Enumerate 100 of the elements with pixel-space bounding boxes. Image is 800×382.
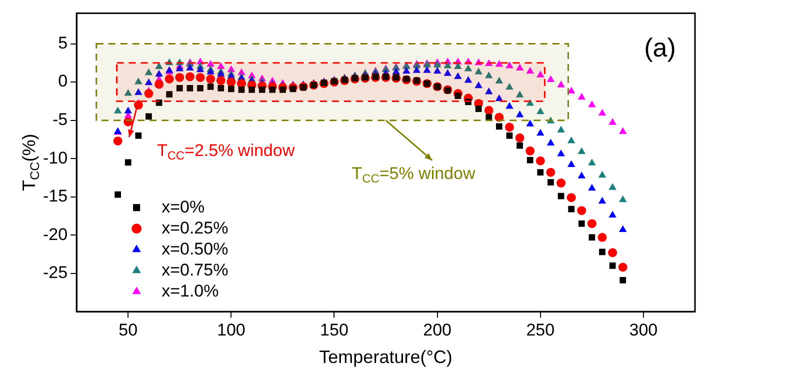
y-tick-label: -20	[42, 224, 68, 244]
point	[608, 210, 616, 218]
point	[114, 106, 122, 114]
point	[506, 82, 514, 90]
point	[608, 183, 616, 190]
x-tick-label: 250	[526, 320, 555, 340]
point	[474, 81, 482, 88]
y-tick-label: -15	[42, 186, 68, 206]
point	[444, 69, 452, 76]
point	[557, 149, 565, 156]
point	[144, 78, 153, 86]
point	[536, 128, 544, 136]
point	[144, 68, 153, 76]
point	[618, 225, 627, 232]
point	[609, 262, 616, 269]
point	[598, 196, 606, 204]
y-tick-label: -25	[42, 263, 68, 282]
legend-label: x=0.75%	[162, 260, 228, 280]
point	[588, 100, 596, 108]
point	[258, 86, 266, 93]
point	[113, 136, 122, 146]
point	[516, 90, 524, 98]
annotation: (a)	[644, 32, 676, 62]
legend-label: x=0.25%	[162, 218, 228, 238]
point	[206, 68, 214, 74]
point	[155, 62, 163, 70]
point	[186, 64, 194, 71]
point	[578, 92, 586, 100]
legend-label: x=1.0%	[162, 281, 219, 300]
point	[248, 86, 255, 93]
point	[620, 277, 626, 284]
point	[546, 168, 556, 177]
point	[196, 72, 205, 82]
point	[598, 108, 606, 116]
point	[423, 66, 431, 73]
y-tick-label: 0	[58, 72, 68, 91]
point	[506, 102, 514, 109]
point	[206, 74, 216, 84]
point	[454, 92, 462, 100]
point	[495, 60, 504, 67]
point	[464, 76, 472, 83]
point	[226, 78, 236, 87]
point	[536, 156, 545, 166]
point	[598, 170, 606, 178]
point	[144, 89, 154, 98]
point	[484, 88, 493, 94]
point	[515, 133, 524, 142]
point	[484, 71, 493, 78]
point	[546, 138, 555, 146]
point	[577, 206, 586, 216]
point	[124, 159, 132, 166]
point	[186, 85, 194, 92]
y-tick-label: -10	[42, 148, 68, 168]
point	[206, 60, 214, 67]
point	[587, 219, 596, 228]
point	[216, 76, 226, 86]
point	[164, 74, 174, 84]
legend-label: x=0.50%	[162, 239, 228, 258]
point	[526, 156, 534, 164]
point	[608, 118, 616, 125]
point	[474, 68, 482, 74]
point	[124, 106, 132, 114]
point	[504, 122, 514, 132]
point	[557, 126, 565, 133]
point	[176, 64, 184, 72]
y-tick-label: 5	[58, 33, 68, 52]
point	[506, 132, 513, 139]
point	[588, 234, 596, 241]
point	[154, 80, 164, 89]
point	[176, 85, 183, 92]
point	[484, 106, 494, 115]
point	[578, 172, 586, 178]
point	[516, 142, 523, 149]
y-axis-title: TCC(%)	[18, 134, 42, 191]
legend-label: x=0%	[162, 197, 205, 216]
point	[526, 146, 535, 156]
point	[216, 62, 225, 70]
point	[618, 127, 627, 134]
point	[433, 66, 442, 74]
point	[608, 248, 618, 258]
point	[546, 75, 555, 82]
point	[155, 70, 163, 77]
point	[526, 66, 534, 74]
point	[402, 66, 410, 74]
point	[196, 65, 204, 72]
point	[557, 80, 565, 88]
point	[506, 61, 514, 68]
x-tick-label: 50	[118, 320, 138, 340]
point	[567, 86, 576, 94]
point	[567, 136, 576, 144]
point	[454, 62, 462, 70]
point	[588, 158, 596, 166]
x-tick-label: 100	[216, 320, 246, 340]
point	[567, 160, 576, 167]
point	[566, 193, 576, 202]
point	[556, 178, 566, 188]
point	[207, 83, 214, 90]
point	[618, 195, 627, 202]
point	[588, 184, 596, 191]
point	[135, 132, 142, 139]
